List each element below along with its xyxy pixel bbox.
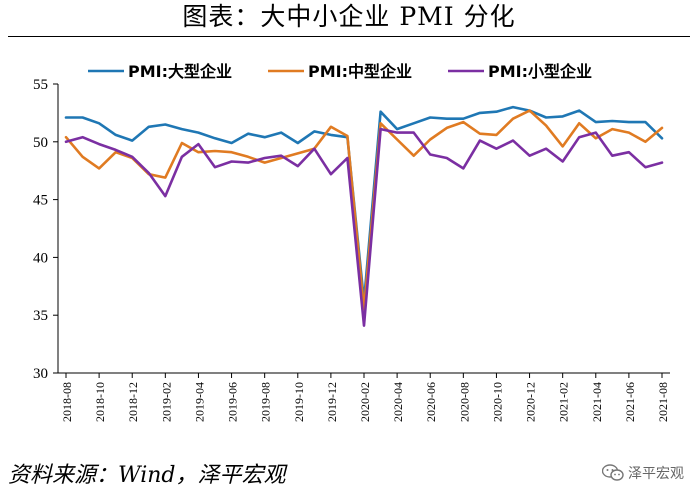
legend-label-3: PMI:小型企业 (488, 62, 592, 81)
y-tick-label: 40 (33, 250, 48, 266)
x-tick-label: 2020-06 (424, 382, 438, 422)
x-tick-label: 2019-08 (259, 382, 273, 422)
y-tick-label: 35 (33, 308, 48, 324)
x-tick-label: 2021-04 (590, 382, 604, 422)
series-line-2 (64, 109, 664, 311)
x-tick-label: 2019-12 (325, 382, 339, 422)
x-tick-label: 2019-02 (159, 382, 173, 422)
y-tick-label: 50 (33, 135, 48, 151)
legend-label-1: PMI:大型企业 (128, 62, 232, 81)
x-tick-label: 2019-10 (292, 382, 306, 422)
y-tick-label: 55 (33, 77, 48, 93)
x-tick-label: 2018-12 (126, 382, 140, 422)
wechat-icon (602, 464, 624, 481)
data-source: 资料来源：Wind，泽平宏观 (8, 463, 286, 488)
x-tick-label: 2019-04 (192, 382, 206, 422)
series-line-1 (64, 105, 664, 303)
x-tick-label: 2018-08 (60, 382, 74, 422)
x-tick-label: 2020-02 (358, 382, 372, 422)
y-tick-label: 30 (33, 366, 48, 382)
x-tick-label: 2020-04 (391, 382, 405, 422)
x-tick-label: 2018-10 (93, 382, 107, 422)
x-tick-label: 2020-10 (490, 382, 504, 422)
pmi-line-chart: 30 35 40 45 50 55 2018-08 2018-10 2018-12 2019-02… (33, 62, 670, 422)
y-tick-label: 45 (33, 193, 48, 209)
watermark: 泽平宏观 (602, 463, 684, 483)
watermark-text: 泽平宏观 (628, 466, 684, 482)
chart-title: 图表：大中小企业 PMI 分化 (182, 2, 516, 31)
x-tick-label: 2020-12 (524, 382, 538, 422)
x-tick-label: 2019-06 (226, 382, 240, 422)
x-tick-label: 2021-06 (623, 382, 637, 422)
x-tick-label: 2021-02 (557, 382, 571, 422)
series-line-3 (64, 127, 664, 327)
x-tick-label: 2020-08 (457, 382, 471, 422)
x-tick-label: 2021-08 (656, 382, 670, 422)
title-divider (8, 36, 690, 37)
legend-label-2: PMI:中型企业 (308, 62, 412, 81)
